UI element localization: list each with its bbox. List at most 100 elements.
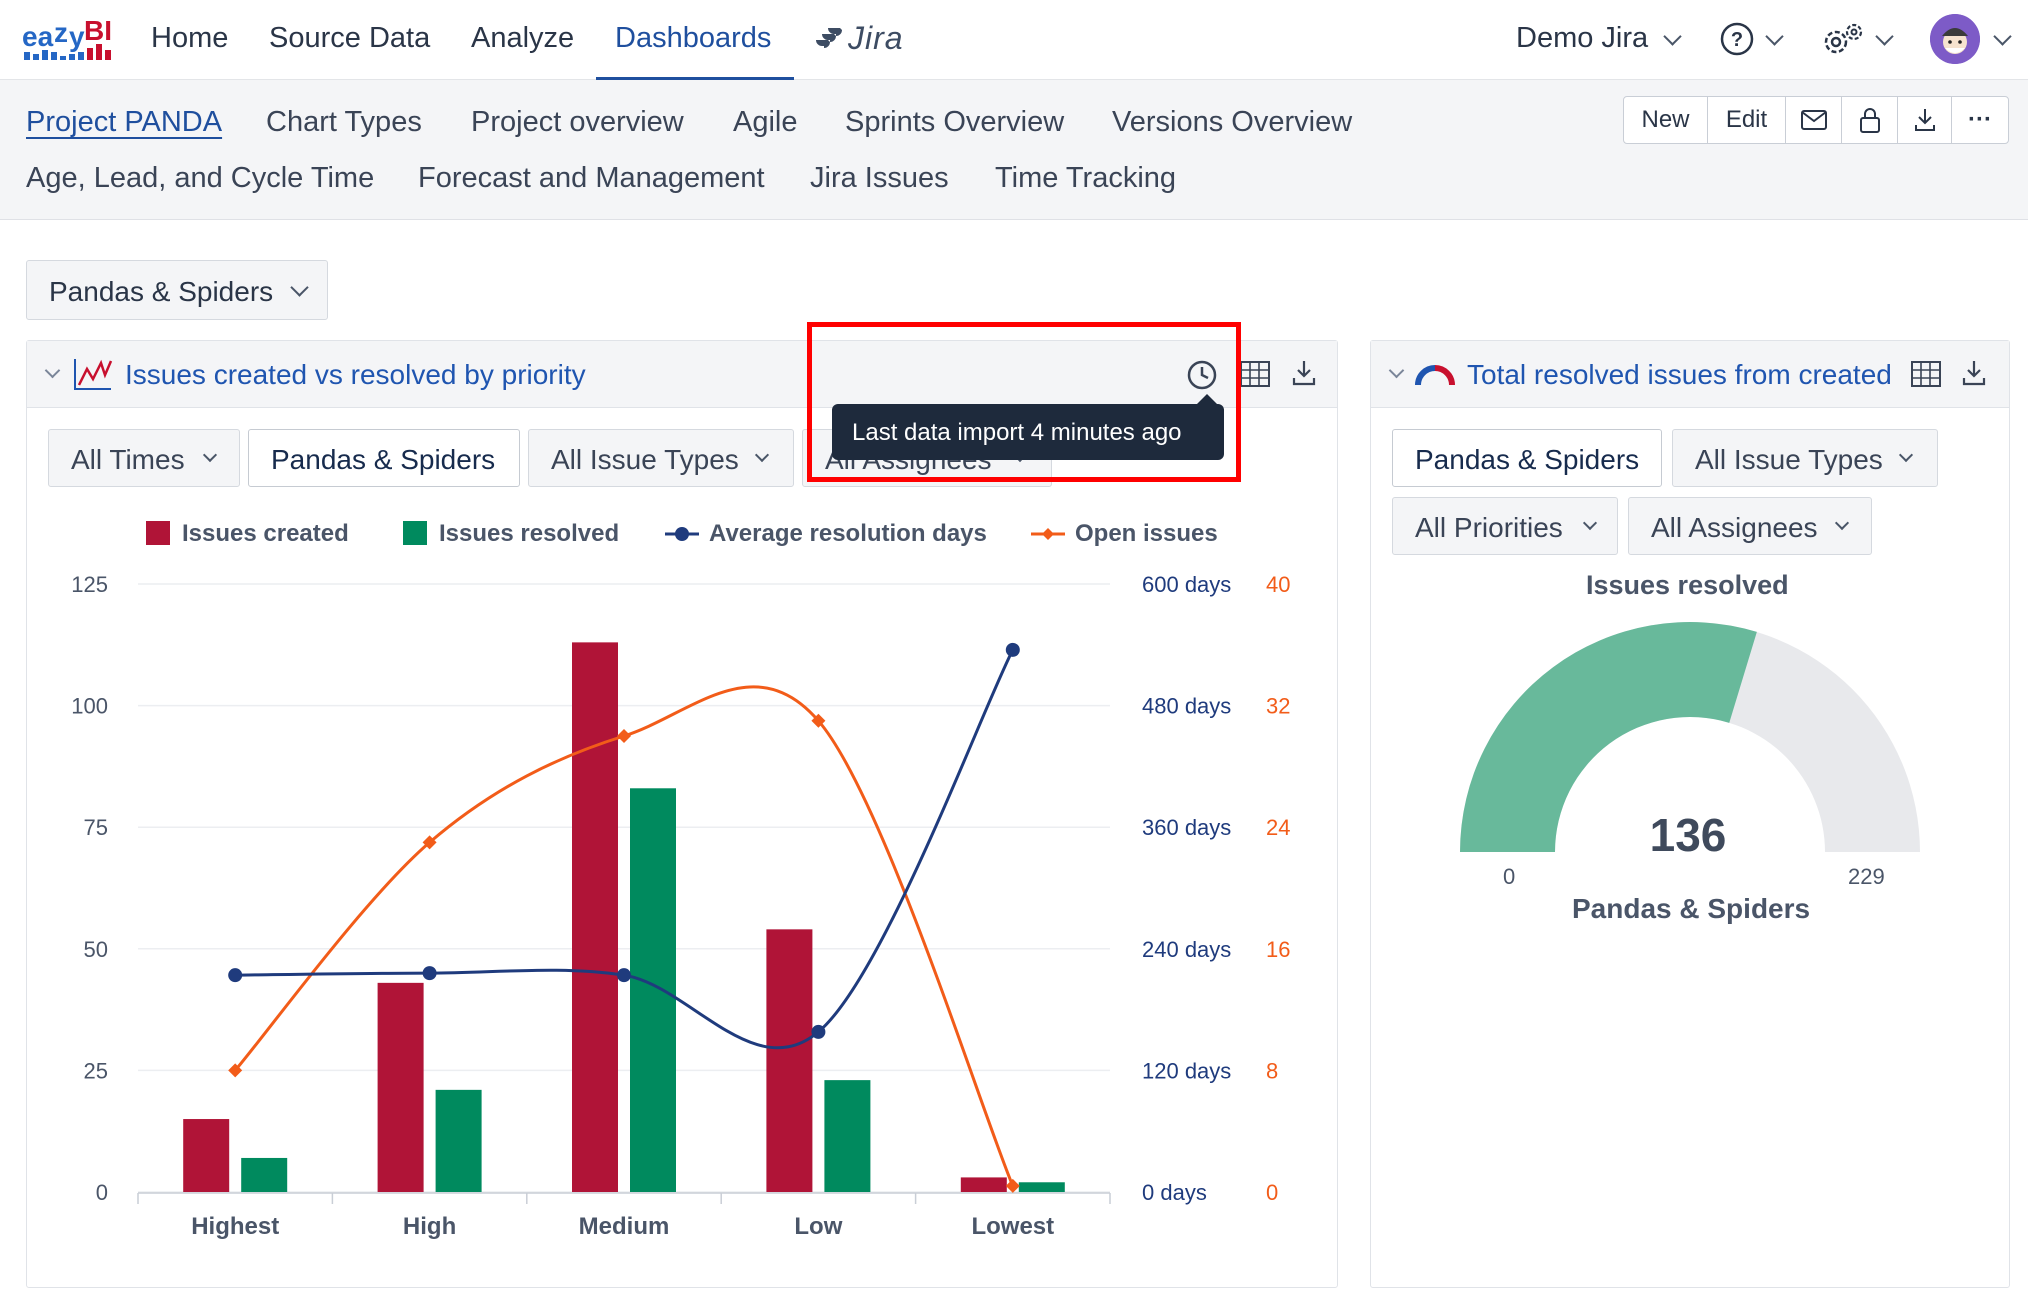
y3-tick-label: 8 bbox=[1266, 1058, 1278, 1083]
y3-tick-label: 16 bbox=[1266, 937, 1290, 962]
legend-line-marker bbox=[1031, 528, 1065, 540]
jira-icon bbox=[816, 28, 842, 48]
point-open-issues bbox=[422, 835, 437, 850]
point-open-issues bbox=[228, 1063, 243, 1078]
tab-chart-types[interactable]: Chart Types bbox=[266, 106, 422, 138]
tab-project-panda[interactable]: Project PANDA bbox=[26, 106, 223, 138]
legend-line-marker bbox=[665, 527, 699, 541]
report-title[interactable]: Total resolved issues from created bbox=[1467, 359, 1892, 390]
lock-icon bbox=[1859, 108, 1880, 133]
y2-tick-label: 360 days bbox=[1142, 815, 1231, 840]
legend-issues-resolved[interactable]: Issues resolved bbox=[403, 520, 619, 548]
point-open-issues bbox=[617, 729, 631, 743]
legend-average-resolution[interactable]: Average resolution days bbox=[665, 520, 987, 548]
report-header bbox=[1371, 341, 2009, 408]
svg-text:z: z bbox=[54, 17, 68, 48]
legend-label: Issues created bbox=[182, 520, 349, 547]
gauge-max-label: 229 bbox=[1848, 864, 1885, 889]
point-open-issues bbox=[1005, 1178, 1020, 1193]
download-icon[interactable] bbox=[1961, 359, 1987, 387]
filter-issue-type[interactable]: All Issue Types bbox=[1672, 429, 1938, 487]
tab-forecast-management[interactable]: Forecast and Management bbox=[418, 162, 765, 194]
legend-swatch bbox=[146, 521, 170, 545]
new-button[interactable]: New bbox=[1624, 97, 1708, 143]
y3-tick-label: 0 bbox=[1266, 1180, 1278, 1205]
x-tick-label: Lowest bbox=[971, 1213, 1054, 1240]
active-nav-indicator bbox=[596, 77, 794, 80]
line-average-resolution bbox=[235, 649, 1015, 1050]
top-navigation-bar: ea z y BI Home Source Data Analyze Dashb… bbox=[0, 0, 2028, 80]
download-icon[interactable] bbox=[1291, 359, 1317, 387]
y2-tick-label: 120 days bbox=[1142, 1058, 1231, 1083]
table-icon[interactable] bbox=[1911, 361, 1941, 387]
bar-issues-created bbox=[572, 642, 618, 1192]
bar-issues-resolved bbox=[241, 1157, 288, 1192]
bar-issues-created bbox=[960, 1177, 1007, 1192]
page-filter-project[interactable]: Pandas & Spiders bbox=[26, 260, 328, 320]
chevron-down-icon bbox=[1898, 447, 1914, 463]
account-switcher[interactable]: Demo Jira bbox=[1516, 22, 1649, 54]
y-tick-label: 50 bbox=[84, 937, 108, 962]
point-open-issues bbox=[811, 713, 826, 728]
x-tick-label: Low bbox=[794, 1213, 842, 1240]
tab-jira-issues[interactable]: Jira Issues bbox=[810, 162, 949, 194]
y3-tick-label: 24 bbox=[1266, 815, 1290, 840]
filter-issue-type-label: All Issue Types bbox=[551, 444, 739, 475]
gauge-icon bbox=[1415, 365, 1455, 386]
table-icon[interactable] bbox=[1240, 361, 1270, 387]
eazybi-logo[interactable]: ea z y BI bbox=[22, 16, 117, 62]
y2-tick-label: 480 days bbox=[1142, 694, 1231, 719]
legend-issues-created[interactable]: Issues created bbox=[146, 520, 349, 548]
last-import-tooltip: Last data import 4 minutes ago bbox=[832, 394, 1224, 460]
settings-icon[interactable] bbox=[1820, 20, 1866, 60]
bar-issues-resolved bbox=[435, 1089, 482, 1192]
legend-swatch bbox=[403, 521, 427, 545]
download-button[interactable] bbox=[1898, 97, 1952, 143]
line-open-issues bbox=[234, 685, 1015, 1187]
filter-time[interactable]: All Times bbox=[48, 429, 240, 487]
y-tick-label: 0 bbox=[96, 1180, 108, 1205]
mail-button[interactable] bbox=[1786, 97, 1842, 143]
chevron-down-icon bbox=[1834, 515, 1850, 531]
filter-assignee[interactable]: All Assignees bbox=[1628, 497, 1872, 555]
tab-project-overview[interactable]: Project overview bbox=[471, 106, 684, 138]
legend-label: Open issues bbox=[1075, 520, 1218, 547]
x-tick-label: Medium bbox=[579, 1213, 670, 1240]
avatar[interactable] bbox=[1930, 14, 1980, 64]
nav-analyze[interactable]: Analyze bbox=[471, 22, 575, 54]
filter-project[interactable]: Pandas & Spiders bbox=[1392, 429, 1662, 487]
svg-text:ea: ea bbox=[22, 21, 54, 52]
legend-open-issues[interactable]: Open issues bbox=[1031, 520, 1218, 548]
report-title[interactable]: Issues created vs resolved by priority bbox=[125, 359, 586, 390]
dashboard-toolbar: New Edit ··· bbox=[1623, 96, 2009, 144]
edit-button[interactable]: Edit bbox=[1708, 97, 1786, 143]
svg-text:BI: BI bbox=[84, 16, 112, 46]
gauge-fill bbox=[1460, 622, 1757, 852]
y-tick-label: 125 bbox=[71, 572, 108, 597]
clock-icon[interactable] bbox=[1186, 359, 1218, 391]
filter-project[interactable]: Pandas & Spiders bbox=[248, 429, 520, 487]
lock-button[interactable] bbox=[1842, 97, 1898, 143]
nav-jira[interactable]: Jira bbox=[848, 20, 904, 56]
tab-versions-overview[interactable]: Versions Overview bbox=[1112, 106, 1353, 138]
filter-time-label: All Times bbox=[71, 444, 185, 475]
point-average-resolution bbox=[811, 1024, 826, 1039]
filter-priority[interactable]: All Priorities bbox=[1392, 497, 1618, 555]
y2-tick-label: 240 days bbox=[1142, 937, 1231, 962]
tab-time-tracking[interactable]: Time Tracking bbox=[995, 162, 1177, 194]
tab-sprints-overview[interactable]: Sprints Overview bbox=[845, 106, 1065, 138]
y3-tick-label: 32 bbox=[1266, 694, 1290, 719]
filter-issue-type[interactable]: All Issue Types bbox=[528, 429, 794, 487]
nav-dashboards[interactable]: Dashboards bbox=[615, 22, 772, 54]
point-average-resolution bbox=[617, 968, 631, 983]
report-created-vs-resolved: Issues created vs resolved by priority bbox=[26, 340, 1338, 1288]
tab-agile[interactable]: Agile bbox=[733, 106, 798, 138]
nav-home[interactable]: Home bbox=[151, 22, 229, 54]
more-button[interactable]: ··· bbox=[1968, 106, 1992, 133]
bar-issues-created bbox=[183, 1119, 230, 1192]
legend-label: Issues resolved bbox=[439, 520, 620, 547]
resolved-gauge bbox=[1460, 622, 1920, 852]
tab-age-lead-cycle[interactable]: Age, Lead, and Cycle Time bbox=[26, 162, 375, 194]
help-icon[interactable]: ? bbox=[1720, 22, 1754, 56]
nav-source-data[interactable]: Source Data bbox=[269, 22, 431, 54]
